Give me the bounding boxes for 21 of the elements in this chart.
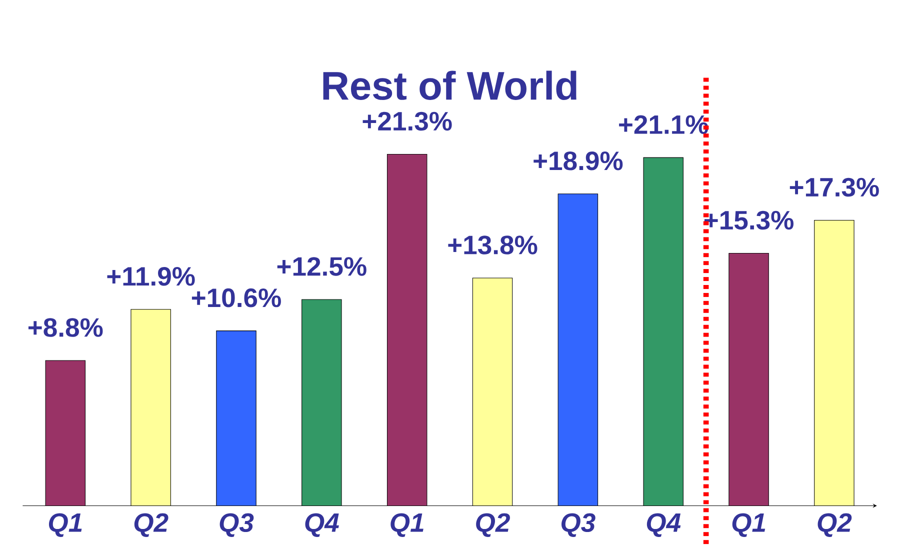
data-label: +17.3% [790,178,879,197]
x-tick-label: Q2 [476,513,510,537]
data-label: +11.9% [107,266,195,286]
data-label: +10.6% [192,288,281,308]
data-label: +18.9% [534,151,623,170]
x-tick-label: Q4 [305,513,339,537]
data-label: +21.1% [619,115,708,134]
data-label: +12.5% [277,257,366,276]
x-tick-label: Q2 [818,513,852,537]
chart-title: Rest of World [323,70,576,100]
x-tick-label: Q3 [220,513,254,537]
x-tick-label: Q1 [732,513,766,537]
x-tick-label: Q1 [48,513,82,537]
x-tick-label: Q1 [390,513,424,537]
x-tick-label: Q2 [134,513,168,537]
x-tick-label: Q3 [562,513,596,537]
data-label: +15.3% [704,210,794,230]
data-label: +13.8% [448,236,538,254]
x-tick-label: Q4 [646,513,681,537]
data-label: +21.3% [362,112,452,131]
data-label: +8.8% [28,318,103,337]
